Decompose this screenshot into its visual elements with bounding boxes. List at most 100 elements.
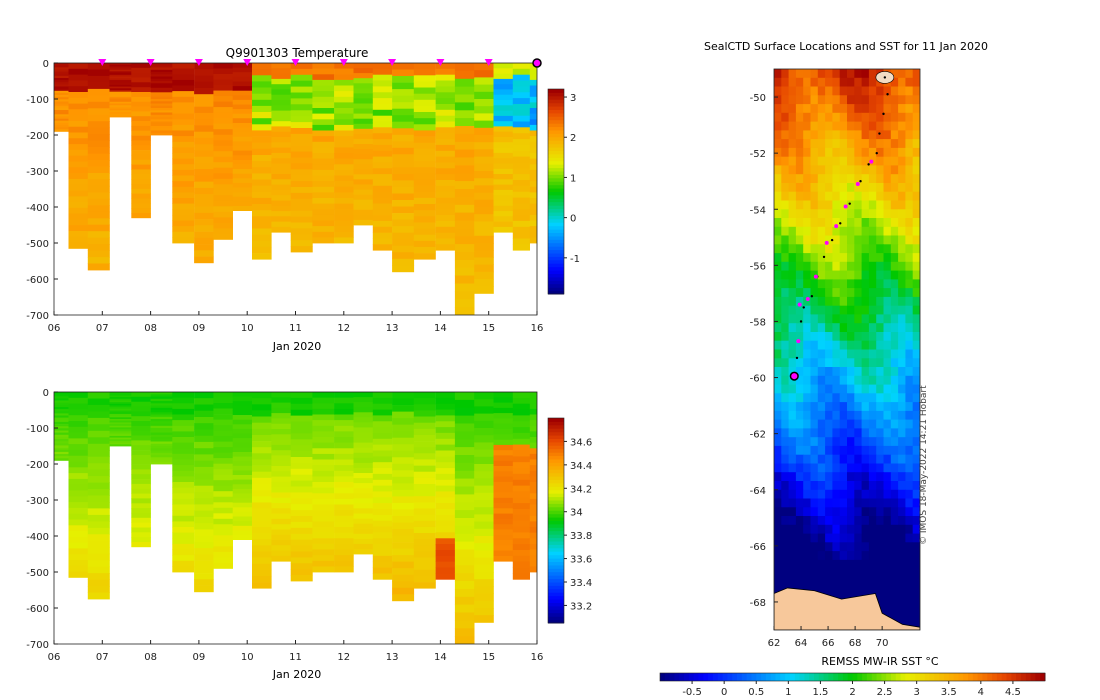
sst-cell xyxy=(883,288,892,298)
profile-cell xyxy=(271,503,291,509)
profile-cell xyxy=(232,475,253,480)
profile-cell xyxy=(529,237,537,244)
profile-cell xyxy=(392,160,415,168)
x-tick-label: 06 xyxy=(48,323,61,334)
profile-cell xyxy=(512,444,530,451)
sst-cell xyxy=(839,358,848,368)
profile-cell xyxy=(68,455,89,462)
colorbar-swatch xyxy=(548,438,564,443)
sst-cell xyxy=(781,428,790,438)
sst-cell xyxy=(832,95,841,105)
profile-cell xyxy=(54,71,69,74)
profile-cell xyxy=(334,470,354,477)
daily-position xyxy=(813,274,818,279)
sst-cell xyxy=(912,393,920,403)
profile-cell xyxy=(493,503,514,509)
profile-cell xyxy=(150,432,173,436)
sst-cell xyxy=(795,226,804,237)
profile-cell xyxy=(271,450,291,456)
x-tick-label: 11 xyxy=(289,323,302,334)
sst-cell xyxy=(803,77,811,88)
profile-cell xyxy=(232,146,253,151)
sst-cell xyxy=(788,542,797,552)
sst-cell xyxy=(803,349,811,359)
profile-cell xyxy=(529,549,537,556)
profile-cell xyxy=(172,543,195,550)
profile-cell xyxy=(194,473,214,480)
profile-cell xyxy=(68,467,89,474)
profile-cell xyxy=(493,200,514,207)
profile-cell xyxy=(232,442,253,448)
profile-cell xyxy=(109,430,132,433)
profile-cell xyxy=(232,164,253,170)
profile-cell xyxy=(68,149,89,157)
sst-cell xyxy=(781,279,790,289)
sst-cell xyxy=(839,139,848,149)
sst-colorbar-swatch xyxy=(789,673,796,681)
sst-cell xyxy=(825,358,833,368)
profile-cell xyxy=(68,109,89,116)
profile-cell xyxy=(392,193,415,201)
sst-cell xyxy=(912,305,920,315)
sst-cell xyxy=(788,559,797,570)
sst-cell xyxy=(898,314,906,324)
sst-cell xyxy=(788,235,797,245)
profile-cell xyxy=(54,73,69,77)
profile-cell xyxy=(271,534,291,541)
profile-cell xyxy=(172,510,195,517)
x-tick-label: 08 xyxy=(144,323,157,334)
profile-cell xyxy=(334,414,354,421)
sst-cell xyxy=(817,559,826,570)
profile-cell xyxy=(252,173,272,180)
sst-cell xyxy=(905,384,914,394)
sst-cell xyxy=(905,516,914,526)
profile-cell xyxy=(87,95,110,103)
sst-cell xyxy=(912,358,920,368)
sst-cell xyxy=(905,445,914,456)
sst-cell xyxy=(905,340,914,350)
sst-cell xyxy=(883,384,892,394)
sst-cell xyxy=(817,332,826,342)
sst-cell xyxy=(847,253,855,263)
sst-cell xyxy=(854,340,863,350)
sst-cell xyxy=(832,358,841,368)
profile-cell xyxy=(213,557,233,564)
sst-cell xyxy=(781,226,790,237)
sst-cell xyxy=(905,270,914,280)
profile-cell xyxy=(312,198,335,204)
profile-cell xyxy=(334,158,354,165)
sst-cell xyxy=(898,77,906,88)
sst-cell xyxy=(781,270,790,280)
x-tick-label: 16 xyxy=(531,323,544,334)
profile-cell xyxy=(474,192,494,201)
profile-cell xyxy=(334,141,354,148)
track-point xyxy=(883,76,887,79)
sst-cell xyxy=(883,323,892,333)
sst-cell xyxy=(825,95,833,105)
profile-cell xyxy=(131,106,151,112)
map-title: SealCTD Surface Locations and SST for 11… xyxy=(704,40,988,53)
profile-cell xyxy=(474,456,494,465)
sst-cell xyxy=(883,209,892,219)
profile-cell xyxy=(150,123,173,127)
profile-cell xyxy=(353,392,374,398)
sst-cell xyxy=(883,542,892,552)
sst-cell xyxy=(912,551,920,561)
sst-cell xyxy=(868,419,877,429)
sst-cell xyxy=(868,226,877,237)
profile-cell xyxy=(271,216,291,222)
sst-cell xyxy=(810,314,819,324)
profile-cell xyxy=(353,174,374,180)
profile-cell xyxy=(54,426,69,429)
colorbar-swatch xyxy=(548,287,564,292)
sst-cell xyxy=(774,305,782,315)
sst-cell xyxy=(781,69,790,79)
sst-cell xyxy=(817,104,826,114)
profile-cell xyxy=(109,392,132,395)
sst-cell xyxy=(868,367,877,377)
profile-cell xyxy=(474,536,494,544)
colorbar-swatch xyxy=(548,242,564,247)
profile-cell xyxy=(474,600,494,609)
profile-cell xyxy=(392,173,415,181)
colorbar-swatch xyxy=(548,435,564,439)
